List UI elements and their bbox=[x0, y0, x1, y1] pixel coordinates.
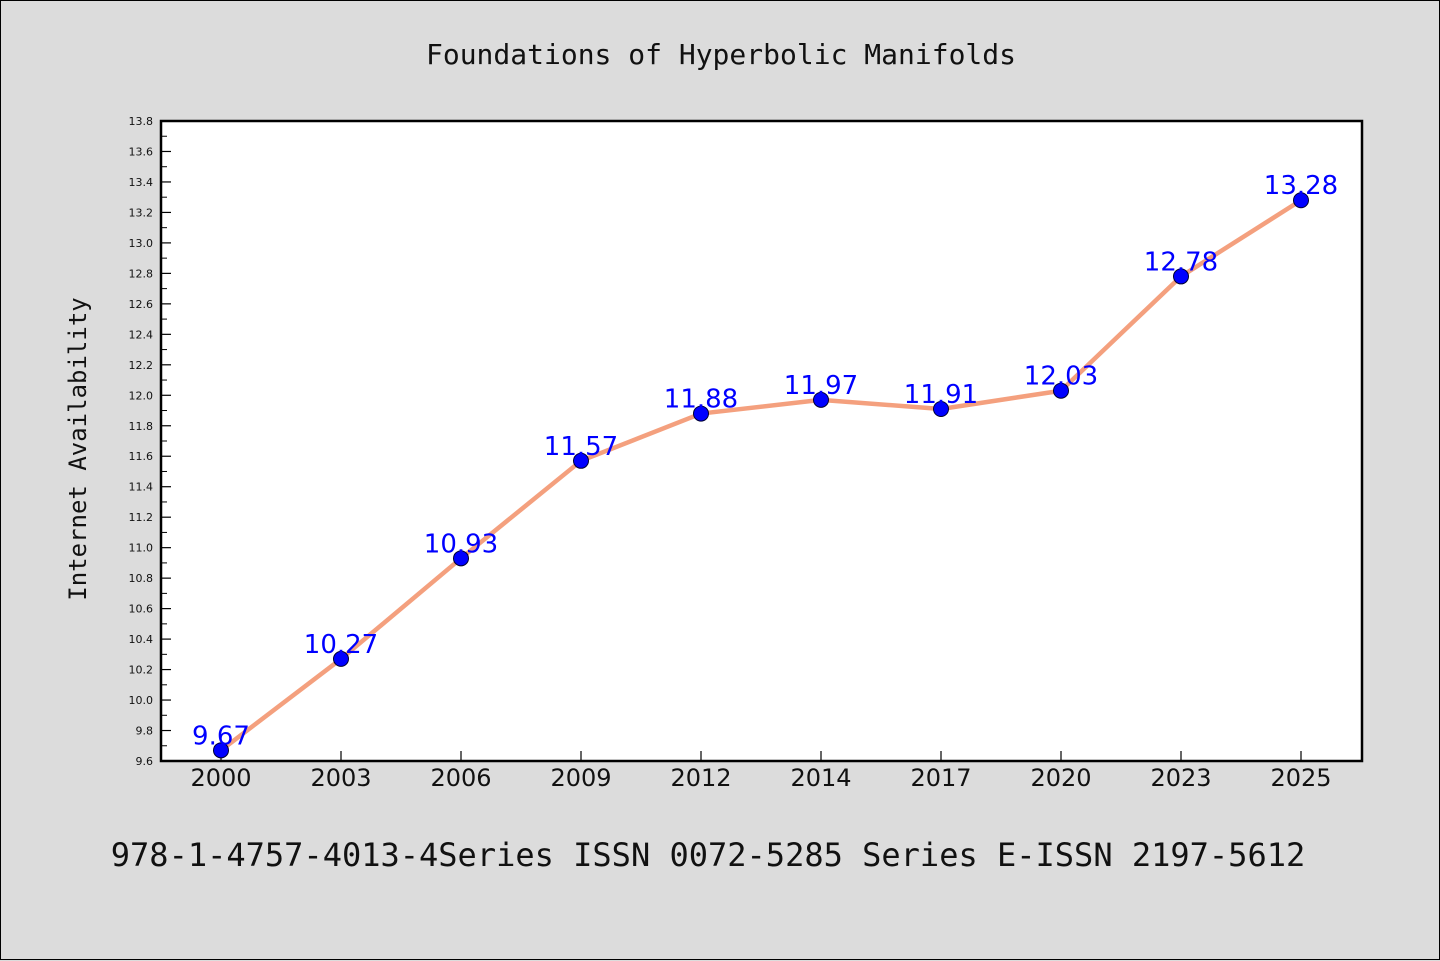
data-point-marker bbox=[1053, 382, 1069, 399]
y-tick-label: 9.8 bbox=[136, 725, 154, 738]
data-markers bbox=[213, 192, 1309, 759]
y-tick-label: 10.8 bbox=[129, 572, 154, 585]
data-point-marker bbox=[933, 401, 949, 417]
y-tick-label: 12.2 bbox=[129, 359, 154, 372]
data-point-marker bbox=[213, 742, 229, 759]
plot-area bbox=[159, 119, 1364, 763]
data-point-label: 10.27 bbox=[304, 630, 378, 660]
x-axis: 2000 2003 2006 2009 2012 2014 2017 2020 2023 2025 bbox=[190, 751, 1332, 792]
y-tick-label: 13.2 bbox=[129, 206, 154, 219]
data-point-marker bbox=[1293, 192, 1309, 209]
y-tick-label: 13.0 bbox=[129, 237, 154, 250]
data-point-marker bbox=[1173, 268, 1189, 285]
y-tick-label: 13.6 bbox=[129, 145, 154, 158]
data-point-marker bbox=[693, 405, 709, 422]
y-tick-label: 11.8 bbox=[129, 420, 154, 433]
y-axis: 9.6 9.8 10.0 10.2 10.4 10.6 10.8 11.0 11.2 11.4 11… bbox=[129, 115, 171, 768]
y-tick-label: 9.6 bbox=[136, 755, 154, 768]
y-tick-label: 10.2 bbox=[129, 664, 154, 677]
data-point-label: 11.88 bbox=[664, 385, 738, 415]
y-tick-label: 13.4 bbox=[129, 176, 154, 189]
data-point-label: 11.97 bbox=[784, 371, 858, 401]
y-tick-label: 11.4 bbox=[129, 481, 154, 494]
y-tick-label: 12.8 bbox=[129, 267, 154, 280]
y-tick-label: 10.6 bbox=[129, 603, 154, 616]
y-tick-label: 12.4 bbox=[129, 328, 154, 341]
y-tick-label: 11.0 bbox=[129, 542, 154, 555]
data-point-label: 12.78 bbox=[1144, 247, 1218, 277]
x-tick-label: 2014 bbox=[790, 764, 851, 792]
x-tick-label: 2009 bbox=[550, 764, 611, 792]
x-tick-label: 2006 bbox=[430, 764, 491, 792]
data-point-marker bbox=[333, 650, 349, 667]
chart-title: Foundations of Hyperbolic Manifolds bbox=[426, 38, 1016, 71]
x-tick-label: 2020 bbox=[1030, 764, 1091, 792]
data-point-label: 11.91 bbox=[904, 380, 978, 410]
data-point-label: 10.93 bbox=[424, 529, 498, 559]
data-point-label: 12.03 bbox=[1024, 362, 1098, 392]
y-axis-label: Internet Availability bbox=[64, 297, 92, 600]
x-tick-label: 2012 bbox=[670, 764, 731, 792]
x-tick-label: 2017 bbox=[910, 764, 971, 792]
y-tick-label: 11.6 bbox=[129, 450, 154, 463]
y-tick-label: 10.4 bbox=[129, 633, 154, 646]
data-point-label: 13.28 bbox=[1264, 171, 1338, 201]
x-tick-label: 2025 bbox=[1270, 764, 1331, 792]
y-tick-label: 13.8 bbox=[129, 115, 154, 128]
x-tick-label: 2000 bbox=[190, 764, 251, 792]
data-point-marker bbox=[453, 550, 469, 567]
data-point-marker bbox=[573, 452, 589, 469]
y-tick-label: 10.0 bbox=[129, 694, 154, 707]
y-tick-label: 12.0 bbox=[129, 389, 154, 402]
x-tick-label: 2003 bbox=[310, 764, 371, 792]
y-tick-label: 11.2 bbox=[129, 511, 154, 524]
footer-isbn-text: 978-1-4757-4013-4Series ISSN 0072-5285 S… bbox=[111, 836, 1305, 874]
data-point-marker bbox=[813, 391, 829, 408]
series-line bbox=[219, 198, 1303, 753]
data-labels: 9.67 10.27 10.93 11.57 11.88 11.97 11.91 12.03 1… bbox=[192, 171, 1338, 751]
data-point-label: 11.57 bbox=[544, 432, 618, 462]
data-point-label: 9.67 bbox=[192, 721, 250, 751]
x-tick-label: 2023 bbox=[1150, 764, 1211, 792]
y-tick-label: 12.6 bbox=[129, 298, 154, 311]
